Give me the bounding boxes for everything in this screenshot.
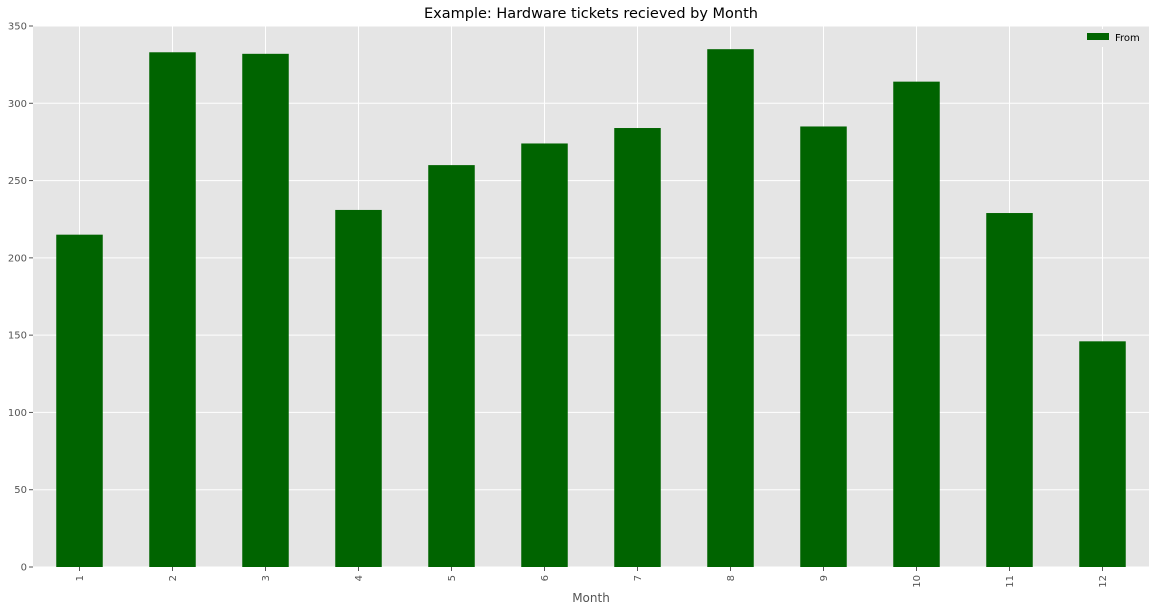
x-tick-label: 6 xyxy=(540,575,551,581)
bar-month-11 xyxy=(986,213,1033,567)
legend-swatch xyxy=(1087,33,1109,40)
bar-month-7 xyxy=(614,128,661,567)
y-axis-ticks: 0 50 100 150 200 250 300 350 xyxy=(8,22,33,574)
x-tick-label: 12 xyxy=(1098,575,1109,588)
bar-month-8 xyxy=(707,49,754,567)
bar-month-1 xyxy=(56,234,103,567)
y-tick-label: 50 xyxy=(14,485,27,496)
y-tick-label: 0 xyxy=(21,563,27,574)
bar-month-5 xyxy=(428,165,475,567)
bar-month-4 xyxy=(335,209,382,567)
x-tick-label: 5 xyxy=(447,575,458,581)
x-tick-label: 1 xyxy=(75,575,86,581)
x-tick-label: 7 xyxy=(633,575,644,581)
y-tick-label: 250 xyxy=(8,176,27,187)
chart-title: Example: Hardware tickets recieved by Mo… xyxy=(424,6,758,22)
x-tick-label: 2 xyxy=(168,575,179,581)
y-tick-label: 100 xyxy=(8,408,27,419)
y-tick-label: 150 xyxy=(8,331,27,342)
x-tick-label: 10 xyxy=(912,575,923,588)
x-tick-label: 9 xyxy=(819,575,830,581)
x-tick-label: 3 xyxy=(261,575,272,581)
legend-label: From xyxy=(1115,33,1140,44)
bar-month-12 xyxy=(1079,341,1126,567)
bar-month-10 xyxy=(893,81,940,567)
legend: From xyxy=(1080,29,1144,47)
plot-area xyxy=(33,26,1149,567)
bar-month-9 xyxy=(800,126,847,567)
y-tick-label: 350 xyxy=(8,22,27,33)
x-axis-label: Month xyxy=(572,591,610,605)
x-axis-ticks: 1 2 3 4 5 6 7 8 9 10 11 12 xyxy=(75,567,1109,588)
bar-month-6 xyxy=(521,143,568,567)
y-tick-label: 300 xyxy=(8,99,27,110)
bar-month-3 xyxy=(242,53,289,567)
x-tick-label: 11 xyxy=(1005,575,1016,588)
x-tick-label: 8 xyxy=(726,575,737,581)
bars xyxy=(56,49,1126,567)
y-tick-label: 200 xyxy=(8,253,27,264)
bar-month-2 xyxy=(149,52,196,567)
x-tick-label: 4 xyxy=(354,575,365,581)
